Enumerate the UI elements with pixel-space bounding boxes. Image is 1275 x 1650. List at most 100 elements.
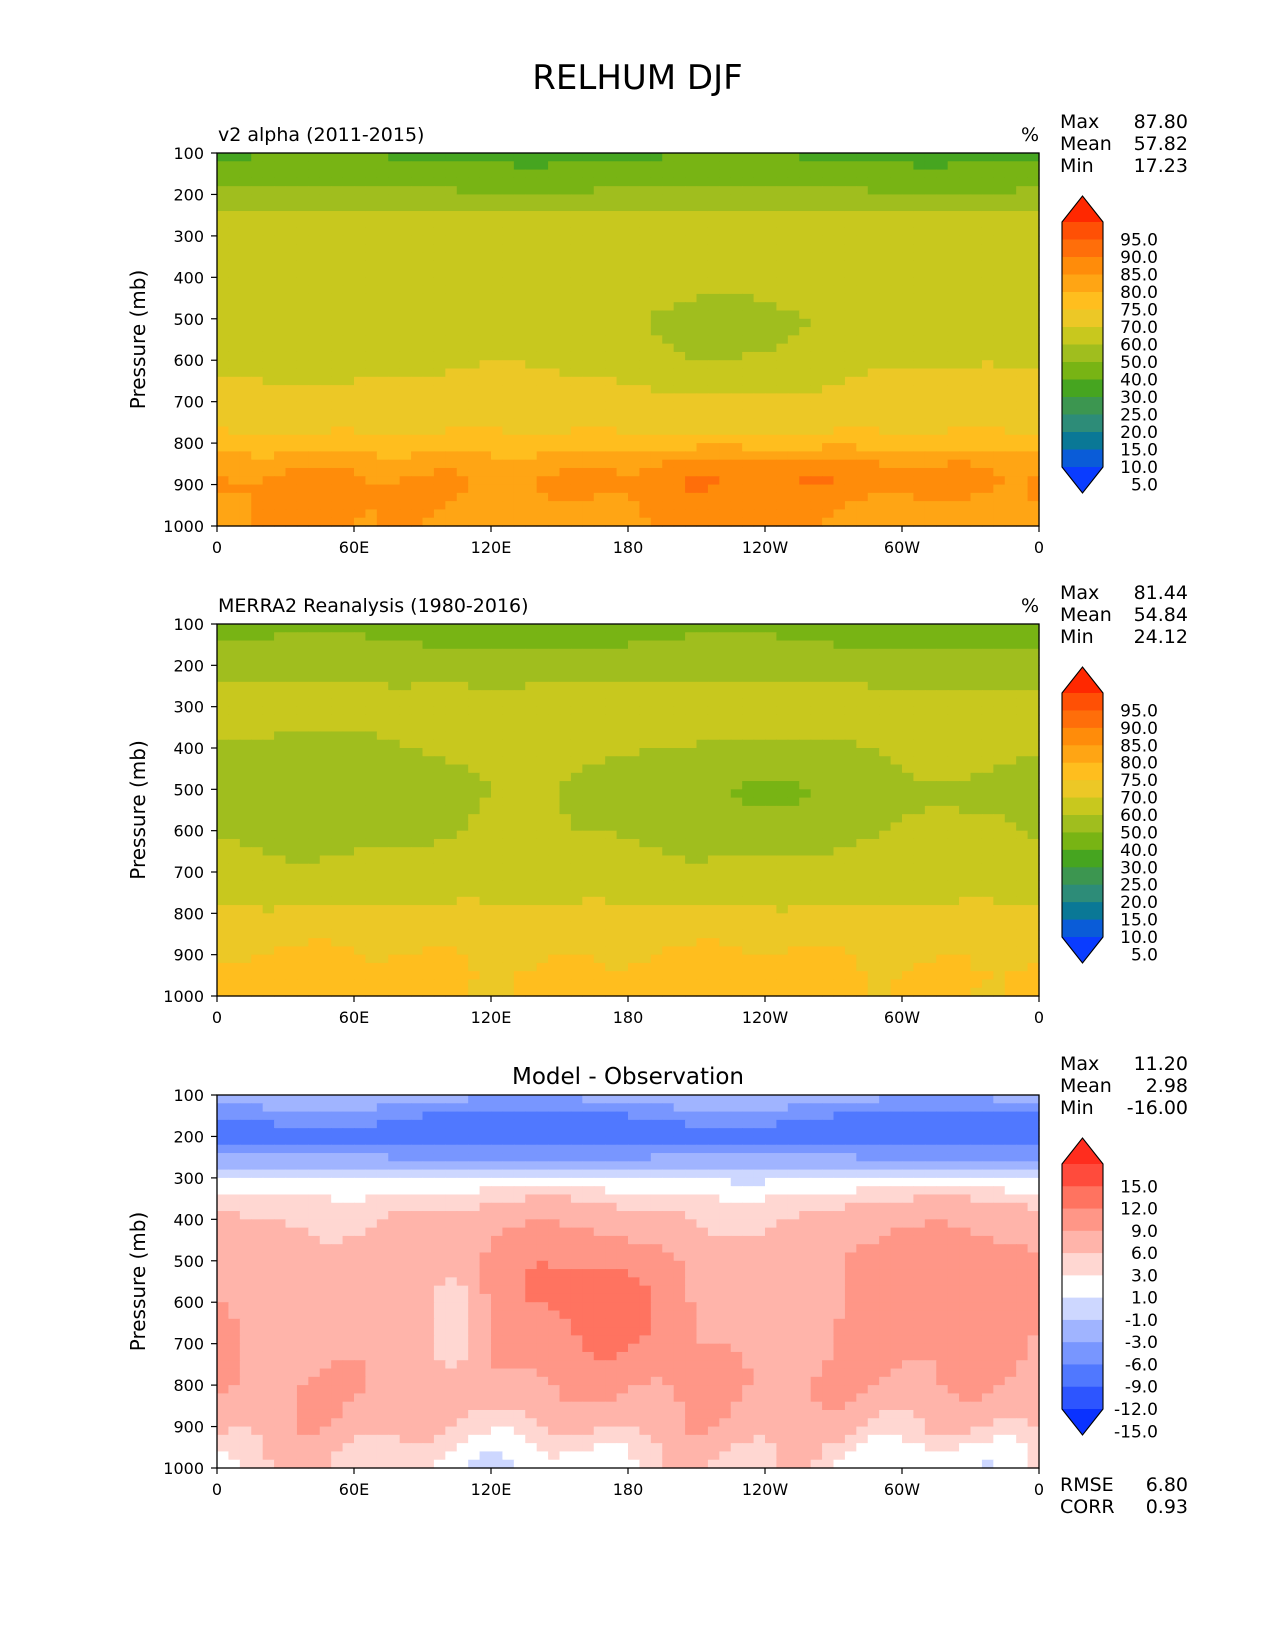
field-cell	[445, 418, 458, 428]
field-cell	[536, 632, 549, 642]
field-cell	[799, 706, 812, 716]
field-cell	[1027, 698, 1040, 708]
field-cell	[924, 748, 937, 757]
field-cell	[285, 434, 298, 444]
field-cell	[479, 235, 492, 245]
field-cell	[890, 327, 903, 336]
field-cell	[479, 665, 492, 675]
field-cell	[365, 451, 378, 461]
field-cell	[993, 401, 1006, 411]
field-cell	[799, 401, 812, 411]
field-cell	[217, 302, 230, 312]
field-cell	[559, 285, 572, 295]
field-cell	[502, 235, 515, 245]
field-cell	[445, 153, 458, 162]
field-cell	[639, 789, 652, 799]
field-cell	[1016, 202, 1029, 212]
field-cell	[924, 681, 937, 691]
field-cell	[707, 169, 720, 179]
field-cell	[422, 748, 435, 757]
field-cell	[673, 169, 686, 179]
field-cell	[274, 805, 287, 815]
field-cell	[936, 351, 949, 361]
field-cell	[1004, 409, 1017, 419]
field-cell	[787, 310, 800, 320]
field-cell	[1016, 385, 1029, 394]
field-cell	[822, 731, 835, 741]
field-cell	[217, 285, 230, 295]
field-cell	[696, 343, 709, 353]
field-cell	[993, 260, 1006, 270]
field-cell	[376, 202, 389, 212]
field-cell	[570, 351, 583, 361]
field-cell	[616, 451, 629, 461]
field-cell	[1016, 517, 1029, 527]
field-cell	[822, 748, 835, 757]
field-cell	[993, 376, 1006, 386]
field-cell	[730, 343, 743, 353]
field-cell	[685, 698, 698, 708]
field-cell	[799, 739, 812, 749]
field-cell	[867, 376, 880, 386]
field-cell	[1004, 252, 1017, 262]
field-cell	[810, 385, 823, 394]
field-cell	[685, 360, 698, 370]
field-cell	[1004, 451, 1017, 461]
field-cell	[787, 376, 800, 386]
field-cell	[730, 177, 743, 187]
field-cell	[616, 781, 629, 790]
field-cell	[890, 624, 903, 633]
field-cell	[753, 368, 766, 378]
field-cell	[319, 690, 332, 699]
field-cell	[867, 632, 880, 642]
field-cell	[308, 186, 321, 196]
field-cell	[570, 509, 583, 519]
field-cell	[285, 219, 298, 229]
field-cell	[742, 632, 755, 642]
field-cell	[331, 484, 344, 494]
field-cell	[993, 781, 1006, 790]
field-cell	[662, 789, 675, 799]
field-cell	[251, 698, 264, 708]
field-cell	[388, 451, 401, 461]
field-cell	[251, 202, 264, 212]
field-cell	[365, 723, 378, 733]
field-cell	[936, 277, 949, 287]
field-cell	[765, 194, 778, 204]
colorbar-tick-label: 40.0	[1120, 371, 1158, 391]
field-cell	[262, 443, 275, 452]
field-cell	[753, 476, 766, 486]
field-cell	[228, 681, 241, 691]
field-cell	[456, 269, 469, 278]
field-cell	[662, 764, 675, 774]
field-cell	[787, 293, 800, 303]
field-cell	[628, 451, 641, 461]
field-cell	[285, 418, 298, 428]
field-cell	[228, 227, 241, 237]
field-cell	[822, 789, 835, 799]
field-cell	[662, 409, 675, 419]
field-cell	[981, 169, 994, 179]
field-cell	[217, 781, 230, 790]
field-cell	[491, 202, 504, 212]
field-cell	[810, 227, 823, 237]
field-cell	[593, 186, 606, 196]
field-cell	[776, 244, 789, 254]
field-cell	[239, 393, 252, 403]
field-cell	[867, 648, 880, 658]
field-cell	[331, 153, 344, 162]
field-cell	[274, 501, 287, 511]
field-cell	[274, 327, 287, 336]
field-cell	[890, 368, 903, 378]
field-cell	[559, 194, 572, 204]
field-cell	[1004, 731, 1017, 741]
field-cell	[1004, 153, 1017, 162]
field-cell	[354, 805, 367, 815]
field-cell	[1027, 244, 1040, 254]
field-cell	[902, 681, 915, 691]
field-cell	[970, 426, 983, 436]
field-cell	[319, 467, 332, 477]
field-cell	[422, 443, 435, 452]
field-cell	[251, 451, 264, 461]
field-cell	[730, 368, 743, 378]
